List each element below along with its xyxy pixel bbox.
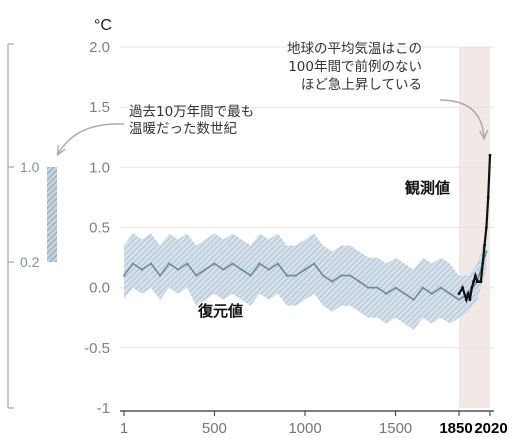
y-tick-label: 2.0 xyxy=(89,39,110,56)
reconstruction-point xyxy=(313,262,316,265)
annotation-line: 100年間で前例のない xyxy=(288,58,422,75)
reconstruction-point xyxy=(258,262,261,265)
reconstruction-point xyxy=(385,292,388,295)
reconstruction-point xyxy=(439,286,442,289)
reconstruction-point xyxy=(204,268,207,271)
observed-point xyxy=(472,280,475,283)
x-tick-label: 1 xyxy=(120,420,128,437)
paleo-inset: 1.0 0.2 xyxy=(7,43,57,409)
reconstruction-point xyxy=(276,262,279,265)
reconstruction-point xyxy=(485,250,488,253)
x-tick-label: 500 xyxy=(202,420,227,437)
observed-point xyxy=(457,292,461,296)
observed-point xyxy=(470,286,474,290)
reconstruction-point xyxy=(222,268,225,271)
observed-point xyxy=(461,286,464,290)
reconstruction-point xyxy=(131,262,134,265)
y-axis-unit: °C xyxy=(94,17,112,34)
y-tick-label: 1.0 xyxy=(89,159,110,176)
reconstruction-point xyxy=(159,274,162,277)
reconstruction-point xyxy=(358,280,361,283)
reconstruction-point xyxy=(267,268,270,271)
reconstruction-label: 復元値 xyxy=(197,302,243,320)
annotation-recent-warming: 地球の平均気温はこの 100年間で前例のない ほど急上昇している xyxy=(287,41,422,93)
gridlines xyxy=(120,46,494,349)
annotation-warmest-centuries: 過去10万年間で最も 温暖だった数世紀 xyxy=(129,104,254,137)
reconstruction-point xyxy=(168,262,171,265)
reconstruction-point xyxy=(213,262,216,265)
reconstruction-point xyxy=(340,274,343,277)
annotation-line: 地球の平均気温はこの xyxy=(287,41,422,57)
observed-line xyxy=(458,155,492,304)
x-tick-label: 1000 xyxy=(288,420,321,437)
y-axis-ticks: 2.0 1.5 1.0 0.5 0.0 -0.5 -1 xyxy=(84,39,110,417)
observed-label: 観測値 xyxy=(405,179,450,197)
reconstruction-point xyxy=(240,268,243,271)
y-tick-label: 1.5 xyxy=(89,99,110,116)
reconstruction-point xyxy=(322,274,325,277)
reconstruction-uncertainty-band xyxy=(124,233,487,330)
observed-point xyxy=(479,280,483,283)
x-tick-label: 2020 xyxy=(474,420,507,437)
annotation-line: 過去10万年間で最も xyxy=(129,104,254,120)
reconstruction-point xyxy=(303,268,307,271)
reconstruction-point xyxy=(122,274,126,277)
reconstruction-point xyxy=(294,274,297,277)
inset-label-low: 0.2 xyxy=(20,254,40,270)
reconstruction-point xyxy=(448,292,451,295)
y-tick-label: 0.0 xyxy=(89,280,110,297)
observed-point xyxy=(486,196,490,199)
reconstruction-point xyxy=(421,286,424,289)
y-tick-label: -0.5 xyxy=(84,340,110,357)
reconstruction-point xyxy=(285,274,288,277)
annotation-line: 温暖だった数世紀 xyxy=(129,121,237,137)
reconstruction-point xyxy=(367,286,370,289)
observed-point xyxy=(464,298,468,302)
reconstruction-point xyxy=(195,274,198,277)
reconstruction-point xyxy=(140,268,143,271)
reconstruction-point xyxy=(231,262,234,265)
reconstruction-point xyxy=(249,274,252,277)
inset-warm-range-bar xyxy=(47,167,57,262)
y-tick-label: -1 xyxy=(97,400,110,417)
observed-point xyxy=(483,244,486,247)
observed-point xyxy=(474,274,477,277)
observed-point xyxy=(485,226,488,229)
observed-point xyxy=(488,153,492,157)
data-points xyxy=(122,153,492,302)
reconstruction-point xyxy=(376,286,379,289)
annotation-line: ほど急上昇している xyxy=(301,77,422,93)
reconstruction-point xyxy=(457,298,461,301)
reconstruction-point xyxy=(430,292,433,295)
x-tick-label: 1500 xyxy=(379,420,412,437)
annotation-arrow-left xyxy=(58,123,125,154)
annotation-arrow-right xyxy=(439,99,484,138)
reconstruction-point xyxy=(177,268,180,271)
observed-point xyxy=(468,298,472,302)
reconstruction-point xyxy=(331,280,334,283)
reconstruction-point xyxy=(412,298,415,301)
reconstruction-point xyxy=(149,262,153,265)
y-tick-label: 0.5 xyxy=(89,220,110,237)
reconstruction-point xyxy=(394,286,397,289)
observed-point xyxy=(481,262,485,265)
reconstruction-point xyxy=(349,274,352,277)
reconstruction-point xyxy=(403,292,406,295)
x-tick-label: 1850 xyxy=(439,420,472,437)
reconstruction-point xyxy=(186,262,189,265)
x-axis-ticks: 1 500 1000 1500 1850 2020 xyxy=(120,411,508,437)
observed-point xyxy=(466,292,470,296)
inset-label-high: 1.0 xyxy=(20,159,40,175)
